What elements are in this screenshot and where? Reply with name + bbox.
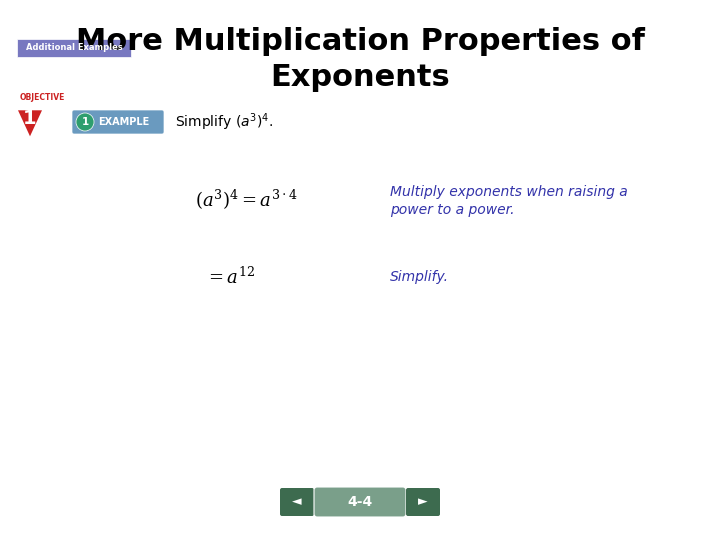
Circle shape (76, 113, 94, 131)
Text: Multiply exponents when raising a: Multiply exponents when raising a (390, 185, 628, 199)
Text: Simplify.: Simplify. (390, 270, 449, 284)
Text: $= a^{12}$: $= a^{12}$ (205, 266, 256, 288)
Text: OBJECTIVE: OBJECTIVE (20, 92, 66, 102)
FancyBboxPatch shape (280, 488, 314, 516)
FancyBboxPatch shape (72, 110, 164, 134)
FancyBboxPatch shape (314, 487, 406, 517)
FancyBboxPatch shape (17, 39, 131, 57)
Text: ◄: ◄ (292, 496, 302, 509)
Text: Exponents: Exponents (270, 64, 450, 92)
Text: EXAMPLE: EXAMPLE (99, 117, 150, 127)
Text: 1: 1 (23, 110, 37, 129)
Text: ►: ► (418, 496, 428, 509)
Text: $(a^3)^4 = a^{3 \cdot 4}$: $(a^3)^4 = a^{3 \cdot 4}$ (195, 188, 298, 212)
Polygon shape (18, 110, 42, 136)
Text: power to a power.: power to a power. (390, 203, 515, 217)
Text: Simplify ($a^3$)$^4$.: Simplify ($a^3$)$^4$. (175, 111, 274, 133)
Text: 4-4: 4-4 (347, 495, 373, 509)
Text: More Multiplication Properties of: More Multiplication Properties of (76, 28, 644, 57)
Text: Additional Examples: Additional Examples (26, 44, 122, 52)
Text: 1: 1 (81, 117, 89, 127)
FancyBboxPatch shape (406, 488, 440, 516)
